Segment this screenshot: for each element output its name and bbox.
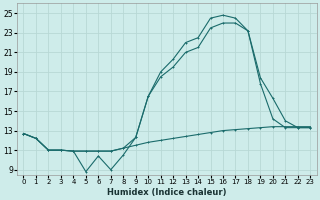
- X-axis label: Humidex (Indice chaleur): Humidex (Indice chaleur): [107, 188, 227, 197]
